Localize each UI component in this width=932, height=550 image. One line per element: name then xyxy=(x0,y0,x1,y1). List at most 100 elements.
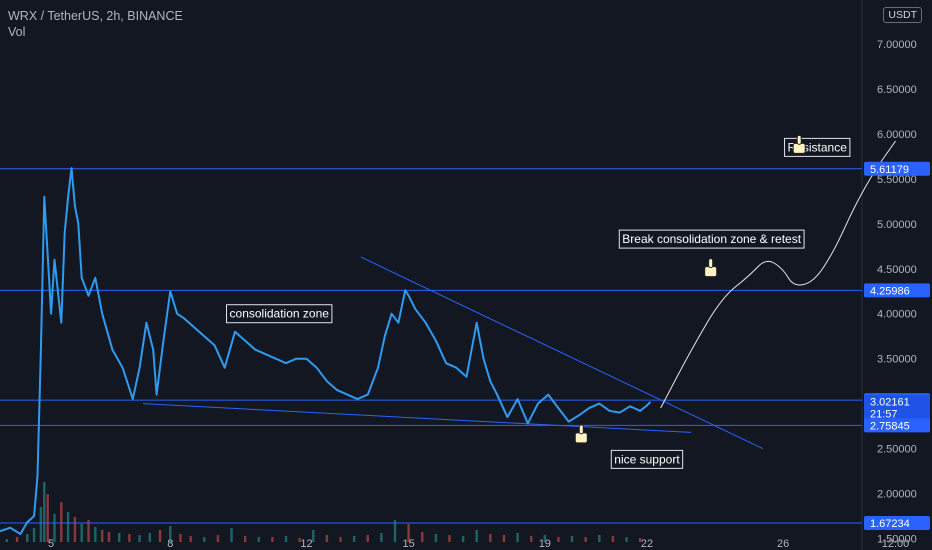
annotation-text: consolidation zone xyxy=(230,307,330,321)
annotation-box xyxy=(226,304,333,324)
volume-bar xyxy=(434,534,438,542)
pointing-hand-icon xyxy=(792,134,806,154)
volume-bar xyxy=(475,530,478,542)
volume-bar xyxy=(298,538,301,542)
price-tag-value: 1.67234 xyxy=(870,518,910,530)
volume-bar xyxy=(421,532,424,542)
annotation-label: nice support xyxy=(610,449,684,469)
volume-bar xyxy=(5,539,9,542)
trendline xyxy=(360,256,763,450)
volume-bar xyxy=(243,536,247,542)
y-tick-label: 4.50000 xyxy=(877,264,917,276)
price-series-line xyxy=(0,167,652,535)
volume-bar xyxy=(625,537,628,542)
x-tick-label: 12:00 xyxy=(882,538,910,550)
volume-bar xyxy=(148,533,152,542)
volume-bar xyxy=(80,524,83,542)
hand-finger xyxy=(796,134,802,145)
price-tag-countdown: 21:57 xyxy=(870,409,898,421)
annotation-text: nice support xyxy=(614,452,680,466)
volume-bar xyxy=(366,535,369,542)
y-tick-label: 6.50000 xyxy=(877,84,917,96)
volume-bar xyxy=(352,536,356,542)
volume-bar xyxy=(570,536,574,542)
volume-indicator-label[interactable]: Vol xyxy=(8,25,26,39)
hand-finger xyxy=(578,424,584,435)
price-tag-value: 3.02161 xyxy=(870,397,910,409)
volume-bar xyxy=(489,534,492,542)
volume-bar xyxy=(100,530,104,542)
volume-bar xyxy=(407,524,410,542)
volume-bar xyxy=(39,507,43,542)
x-tick-label: 26 xyxy=(777,538,789,550)
volume-bar xyxy=(325,535,329,542)
volume-bar xyxy=(32,528,36,542)
volume-bar xyxy=(611,536,615,542)
annotation-box xyxy=(618,229,805,249)
volume-bar xyxy=(128,534,131,542)
volume-bar xyxy=(502,535,506,542)
volume-bar xyxy=(257,537,260,542)
price-tag-value: 4.25986 xyxy=(870,285,910,297)
currency-button[interactable]: USDT xyxy=(883,7,922,23)
symbol-title[interactable]: WRX / TetherUS, 2h, BINANCE xyxy=(8,9,183,23)
price-tag xyxy=(864,418,930,433)
price-tag-value: 2.75845 xyxy=(870,420,910,432)
volume-bar xyxy=(53,514,56,542)
y-tick-label: 5.50000 xyxy=(877,174,917,186)
price-tag xyxy=(864,283,930,298)
y-tick-label: 3.50000 xyxy=(877,354,917,366)
y-tick-label: 7.00000 xyxy=(877,39,917,51)
price-tag-value: 5.61179 xyxy=(870,164,909,176)
volume-bar xyxy=(73,517,77,542)
volume-bar xyxy=(15,537,19,542)
volume-bar xyxy=(448,535,451,542)
annotation-label: consolidation zone xyxy=(226,304,333,324)
volume-bar xyxy=(638,538,642,542)
volume-bar xyxy=(26,534,29,542)
volume-bar xyxy=(138,535,141,542)
hand-finger xyxy=(708,258,714,269)
volume-bar xyxy=(230,528,233,542)
pointing-hand-icon xyxy=(574,424,588,444)
volume-bar xyxy=(284,536,288,542)
projection-path xyxy=(660,140,896,409)
volume-bar xyxy=(87,520,90,542)
volume-bar xyxy=(216,535,220,542)
y-tick-label: 6.00000 xyxy=(877,129,917,141)
y-tick-label: 2.50000 xyxy=(877,444,917,456)
volume-bar xyxy=(107,532,111,542)
volume-bar xyxy=(169,526,172,542)
y-tick-label: 2.00000 xyxy=(877,489,917,501)
volume-bar xyxy=(158,530,162,542)
volume-bar xyxy=(598,535,601,542)
volume-bar xyxy=(271,537,274,542)
annotation-box xyxy=(610,449,684,469)
volume-bar xyxy=(43,482,46,542)
volume-bar xyxy=(117,533,121,542)
x-tick-label: 22 xyxy=(641,538,653,550)
volume-bar xyxy=(584,537,587,542)
x-tick-label: 15 xyxy=(402,538,414,550)
volume-bar xyxy=(557,537,560,542)
trendline xyxy=(142,403,692,433)
y-tick-label: 1.50000 xyxy=(877,534,917,546)
volume-bar xyxy=(461,536,465,542)
x-tick-label: 12 xyxy=(300,538,312,550)
volume-bar xyxy=(516,533,519,542)
x-tick-label: 5 xyxy=(48,538,54,550)
pointing-hand-icon xyxy=(704,258,718,278)
price-tag xyxy=(864,394,930,421)
volume-bar xyxy=(380,533,383,542)
volume-bar xyxy=(543,535,547,542)
volume-bar xyxy=(189,536,192,542)
volume-bar xyxy=(312,530,315,542)
volume-bar xyxy=(179,534,182,542)
volume-bar xyxy=(66,512,70,542)
volume-bar xyxy=(46,494,49,542)
x-tick-label: 8 xyxy=(167,538,173,550)
annotation-text: Break consolidation zone & retest xyxy=(622,232,801,246)
volume-bar xyxy=(203,537,206,542)
